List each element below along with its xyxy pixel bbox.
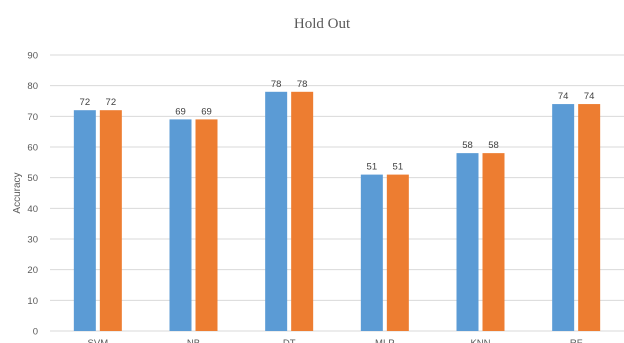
bars <box>73 91 601 332</box>
y-tick-label: 10 <box>27 296 38 307</box>
data-label-rf-series-2: 74 <box>584 91 595 102</box>
bar-mlp-series-1 <box>360 174 383 331</box>
data-label-dt-series-2: 78 <box>297 79 308 90</box>
bar-dt-series-1 <box>265 91 288 331</box>
y-tick-label: 90 <box>27 51 38 62</box>
x-tick-label-nb: NB <box>187 338 200 343</box>
y-axis-label: Accuracy <box>12 172 23 213</box>
bar-rf-series-2 <box>578 104 601 331</box>
data-label-mlp-series-2: 51 <box>393 162 404 173</box>
data-label-nb-series-2: 69 <box>201 106 212 117</box>
data-label-mlp-series-1: 51 <box>367 162 378 173</box>
y-tick-label: 50 <box>27 173 38 184</box>
bar-svm-series-2 <box>99 110 122 331</box>
y-tick-label: 20 <box>27 265 38 276</box>
x-tick-labels: SVM NB DT MLP KNN RF <box>88 338 583 343</box>
data-label-dt-series-1: 78 <box>271 79 282 90</box>
y-tick-label: 0 <box>33 327 38 338</box>
data-label-svm-series-1: 72 <box>80 97 91 108</box>
data-label-knn-series-1: 58 <box>462 140 473 151</box>
chart-title: Hold Out <box>294 16 351 32</box>
data-label-nb-series-1: 69 <box>175 106 186 117</box>
x-tick-label-svm: SVM <box>88 338 109 343</box>
x-tick-label-mlp: MLP <box>375 338 395 343</box>
bar-rf-series-1 <box>552 104 575 331</box>
y-tick-label: 40 <box>27 204 38 215</box>
y-tick-label: 60 <box>27 143 38 154</box>
bar-knn-series-2 <box>482 153 505 331</box>
y-tick-label: 80 <box>27 81 38 92</box>
bar-mlp-series-2 <box>386 174 409 331</box>
y-tick-label: 30 <box>27 235 38 246</box>
y-tick-labels: 0 10 20 30 40 50 60 70 80 90 <box>27 51 38 338</box>
data-label-knn-series-2: 58 <box>488 140 499 151</box>
bar-nb-series-2 <box>195 119 218 332</box>
bar-svm-series-1 <box>73 110 96 331</box>
data-label-svm-series-2: 72 <box>106 97 117 108</box>
bar-dt-series-2 <box>291 91 314 331</box>
gridlines <box>50 54 624 332</box>
x-tick-label-dt: DT <box>283 338 296 343</box>
data-labels: 72 72 69 69 78 78 51 51 58 58 74 74 <box>80 79 595 173</box>
x-tick-label-knn: KNN <box>470 338 490 343</box>
y-tick-label: 70 <box>27 112 38 123</box>
bar-knn-series-1 <box>456 153 479 331</box>
data-label-rf-series-1: 74 <box>558 91 569 102</box>
x-tick-label-rf: RF <box>570 338 583 343</box>
bar-nb-series-1 <box>169 119 192 332</box>
